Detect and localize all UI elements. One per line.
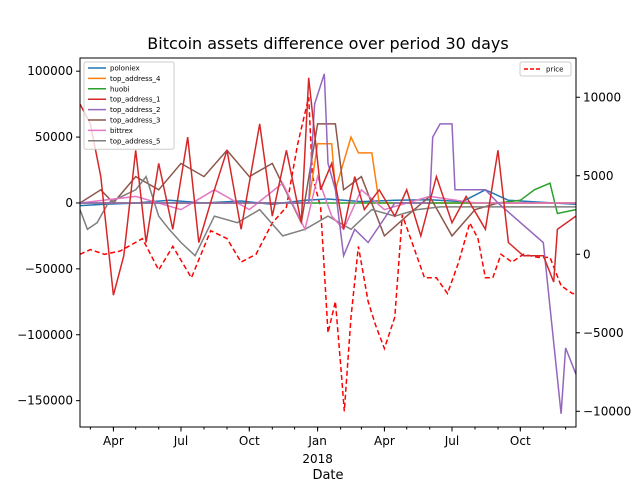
legend-label-top-address-1: top_address_1 [110,96,160,104]
legend-label-top-address-2: top_address_2 [110,106,160,114]
plot-area [80,73,576,414]
series-line-top-address-4 [80,134,576,204]
legend-left-box [83,61,175,150]
legend-right-box [519,61,572,77]
y2-tick-label: 0 [583,247,591,261]
y-tick-label: −100000 [17,328,73,342]
y-tick-label: −50000 [25,262,73,276]
y2-tick-label: 5000 [583,169,614,183]
y2-tick-label: −5000 [583,326,624,340]
series-line-poloniex [80,188,576,207]
x-tick-label: Oct [239,434,260,448]
legend-label-bittrex: bittrex [110,127,133,135]
chart-title: Bitcoin assets difference over period 30… [147,34,508,53]
y-tick-label: 50000 [35,130,73,144]
x-tick-label: Jul [173,434,188,448]
y2-tick-label: −10000 [583,404,631,418]
left-y-axis: 100000 50000 0 −50000 −100000 −150000 [17,64,80,408]
legend-label-poloniex: poloniex [110,65,140,73]
x-tick-label: Jan [307,434,327,448]
x-tick-label: Apr [103,434,124,448]
y-tick-label: 100000 [27,64,73,78]
y-tick-label: −150000 [17,394,73,408]
right-y-axis: 10000 5000 0 −5000 −10000 [576,90,631,418]
series-line-bittrex [80,173,576,232]
legend-label-top-address-4: top_address_4 [110,75,161,83]
legend-label-price: price [546,66,563,74]
legend-label-huobi: huobi [110,85,130,93]
series-line-top-address-1 [80,77,576,296]
series-line-top-address-3 [80,123,576,238]
legend-right: price [519,61,572,77]
legend-label-top-address-5: top_address_5 [110,137,160,145]
legend-label-top-address-3: top_address_3 [110,117,160,125]
x-axis-label: Date [312,468,343,480]
series-line-price [80,97,576,412]
y-tick-label: 0 [65,196,73,210]
x-tick-sublabel: 2018 [302,452,333,466]
x-tick-label: Apr [374,434,395,448]
x-tick-label: Oct [510,434,531,448]
series-line-top-address-2 [80,73,576,414]
plot-frame [79,57,577,428]
x-tick-label: Jul [444,434,459,448]
x-axis: Apr Jul Oct Jan 2018 Apr Jul Oct [89,427,567,466]
y2-tick-label: 10000 [583,90,621,104]
